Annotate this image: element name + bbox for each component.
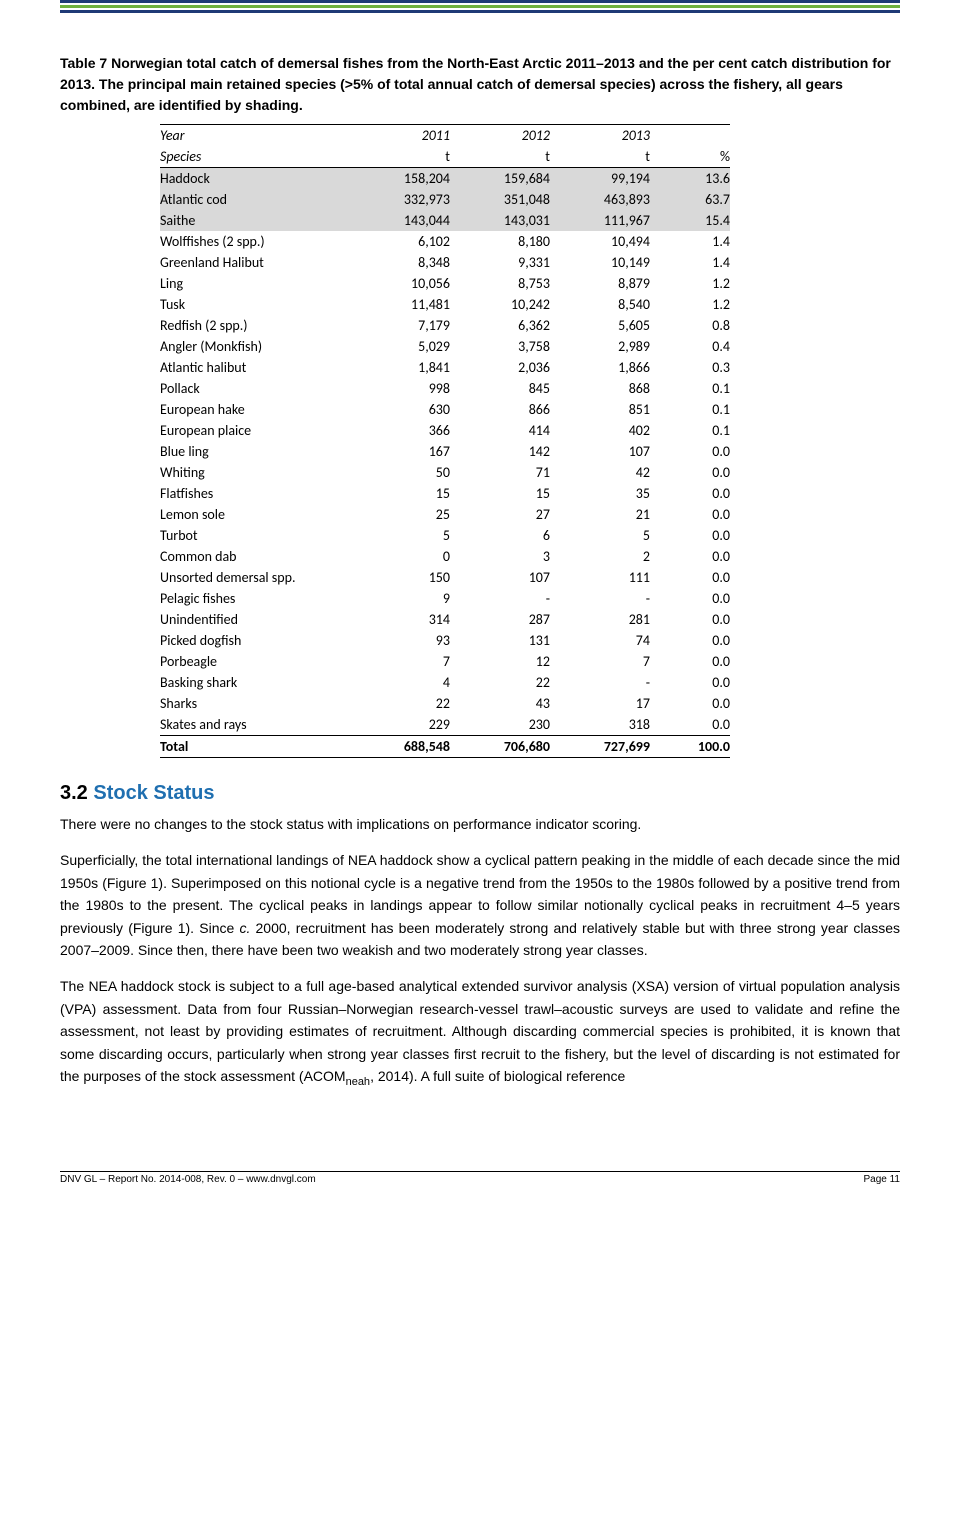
table-row: Atlantic cod332,973351,048463,89363.7 xyxy=(160,189,730,210)
table-row: Atlantic halibut1,8412,0361,8660.3 xyxy=(160,357,730,378)
unit-t-2: t xyxy=(450,146,550,168)
header-rule xyxy=(60,0,900,13)
catch-table: Year 2011 2012 2013 Species t t t % Hadd… xyxy=(160,124,730,758)
footer-right: Page 11 xyxy=(863,1174,900,1185)
para-3: The NEA haddock stock is subject to a fu… xyxy=(60,975,900,1091)
unit-t-3: t xyxy=(550,146,650,168)
table-row: Pelagic fishes9--0.0 xyxy=(160,588,730,609)
section-number: 3.2 xyxy=(60,782,88,804)
para-2: Superficially, the total international l… xyxy=(60,849,900,961)
para-1: There were no changes to the stock statu… xyxy=(60,813,900,835)
section-heading: 3.2 Stock Status xyxy=(60,782,900,805)
table-row: Skates and rays2292303180.0 xyxy=(160,714,730,736)
table-row: Whiting5071420.0 xyxy=(160,462,730,483)
table-row: Unindentified3142872810.0 xyxy=(160,609,730,630)
table-row: Common dab0320.0 xyxy=(160,546,730,567)
table-row: Saithe143,044143,031111,96715.4 xyxy=(160,210,730,231)
table-caption: Table 7 Norwegian total catch of demersa… xyxy=(60,53,900,116)
table-row: Picked dogfish93131740.0 xyxy=(160,630,730,651)
table-row: Greenland Halibut8,3489,33110,1491.4 xyxy=(160,252,730,273)
section-title: Stock Status xyxy=(93,782,214,804)
table-row: Lemon sole2527210.0 xyxy=(160,504,730,525)
table-row: Turbot5650.0 xyxy=(160,525,730,546)
table-row: Unsorted demersal spp.1501071110.0 xyxy=(160,567,730,588)
unit-pct: % xyxy=(650,146,730,168)
table-row: European plaice3664144020.1 xyxy=(160,420,730,441)
table-row: Tusk11,48110,2428,5401.2 xyxy=(160,294,730,315)
species-label: Species xyxy=(160,146,350,168)
table-row: Haddock158,204159,68499,19413.6 xyxy=(160,168,730,190)
col-year-2013: 2013 xyxy=(550,125,650,147)
table-row: Blue ling1671421070.0 xyxy=(160,441,730,462)
table-row: Redfish (2 spp.)7,1796,3625,6050.8 xyxy=(160,315,730,336)
col-year-2012: 2012 xyxy=(450,125,550,147)
footer-left: DNV GL – Report No. 2014-008, Rev. 0 – w… xyxy=(60,1174,316,1185)
table-row: Angler (Monkfish)5,0293,7582,9890.4 xyxy=(160,336,730,357)
table-body: Haddock158,204159,68499,19413.6Atlantic … xyxy=(160,168,730,736)
table-row: Flatfishes1515350.0 xyxy=(160,483,730,504)
table-row: Wolffishes (2 spp.)6,1028,18010,4941.4 xyxy=(160,231,730,252)
table-row: Porbeagle71270.0 xyxy=(160,651,730,672)
page-footer: DNV GL – Report No. 2014-008, Rev. 0 – w… xyxy=(60,1171,900,1185)
table-row: Basking shark422-0.0 xyxy=(160,672,730,693)
table-row: Pollack9988458680.1 xyxy=(160,378,730,399)
year-label: Year xyxy=(160,125,350,147)
col-year-2011: 2011 xyxy=(350,125,450,147)
unit-t-1: t xyxy=(350,146,450,168)
total-row: Total 688,548 706,680 727,699 100.0 xyxy=(160,736,730,758)
table-row: Sharks2243170.0 xyxy=(160,693,730,714)
table-row: Ling10,0568,7538,8791.2 xyxy=(160,273,730,294)
table-row: European hake6308668510.1 xyxy=(160,399,730,420)
